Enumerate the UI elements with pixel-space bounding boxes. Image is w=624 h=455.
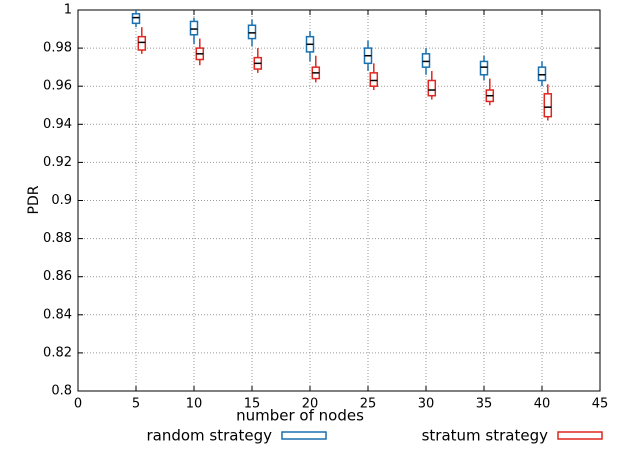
x-tick-label: 25 [360,397,377,412]
x-tick-label: 35 [476,397,493,412]
y-tick-label: 0.94 [43,117,72,132]
y-tick-label: 0.96 [43,79,72,94]
x-tick-label: 20 [302,397,319,412]
y-tick-label: 0.84 [43,307,72,322]
x-tick-label: 40 [534,397,551,412]
y-tick-label: 0.92 [43,155,72,170]
plot-frame [77,9,601,392]
x-tick-label: 5 [132,397,140,412]
x-axis-label: number of nodes [236,407,364,425]
box [421,53,431,68]
box [427,79,437,97]
y-tick-label: 0.88 [43,231,72,246]
y-tick-label: 0.9 [51,193,72,208]
y-tick-label: 0.98 [43,41,72,56]
legend-swatch [557,431,603,440]
box [537,66,547,82]
box [479,60,489,76]
y-tick-label: 0.86 [43,269,72,284]
y-tick-label: 0.8 [51,384,72,399]
x-tick-label: 10 [186,397,203,412]
y-axis-label: PDR [26,185,42,214]
legend-label: random strategy [146,427,272,445]
legend-label: stratum strategy [422,427,549,445]
box [189,20,199,36]
y-tick-label: 0.82 [43,345,72,360]
box [137,35,147,51]
legend-swatch [281,431,327,440]
box [131,13,141,25]
x-tick-label: 45 [592,397,609,412]
y-tick-label: 1 [64,3,72,18]
box [543,93,553,118]
box [369,72,379,87]
x-tick-label: 15 [244,397,261,412]
x-tick-label: 0 [74,397,82,412]
x-tick-label: 30 [418,397,435,412]
box [247,24,257,40]
